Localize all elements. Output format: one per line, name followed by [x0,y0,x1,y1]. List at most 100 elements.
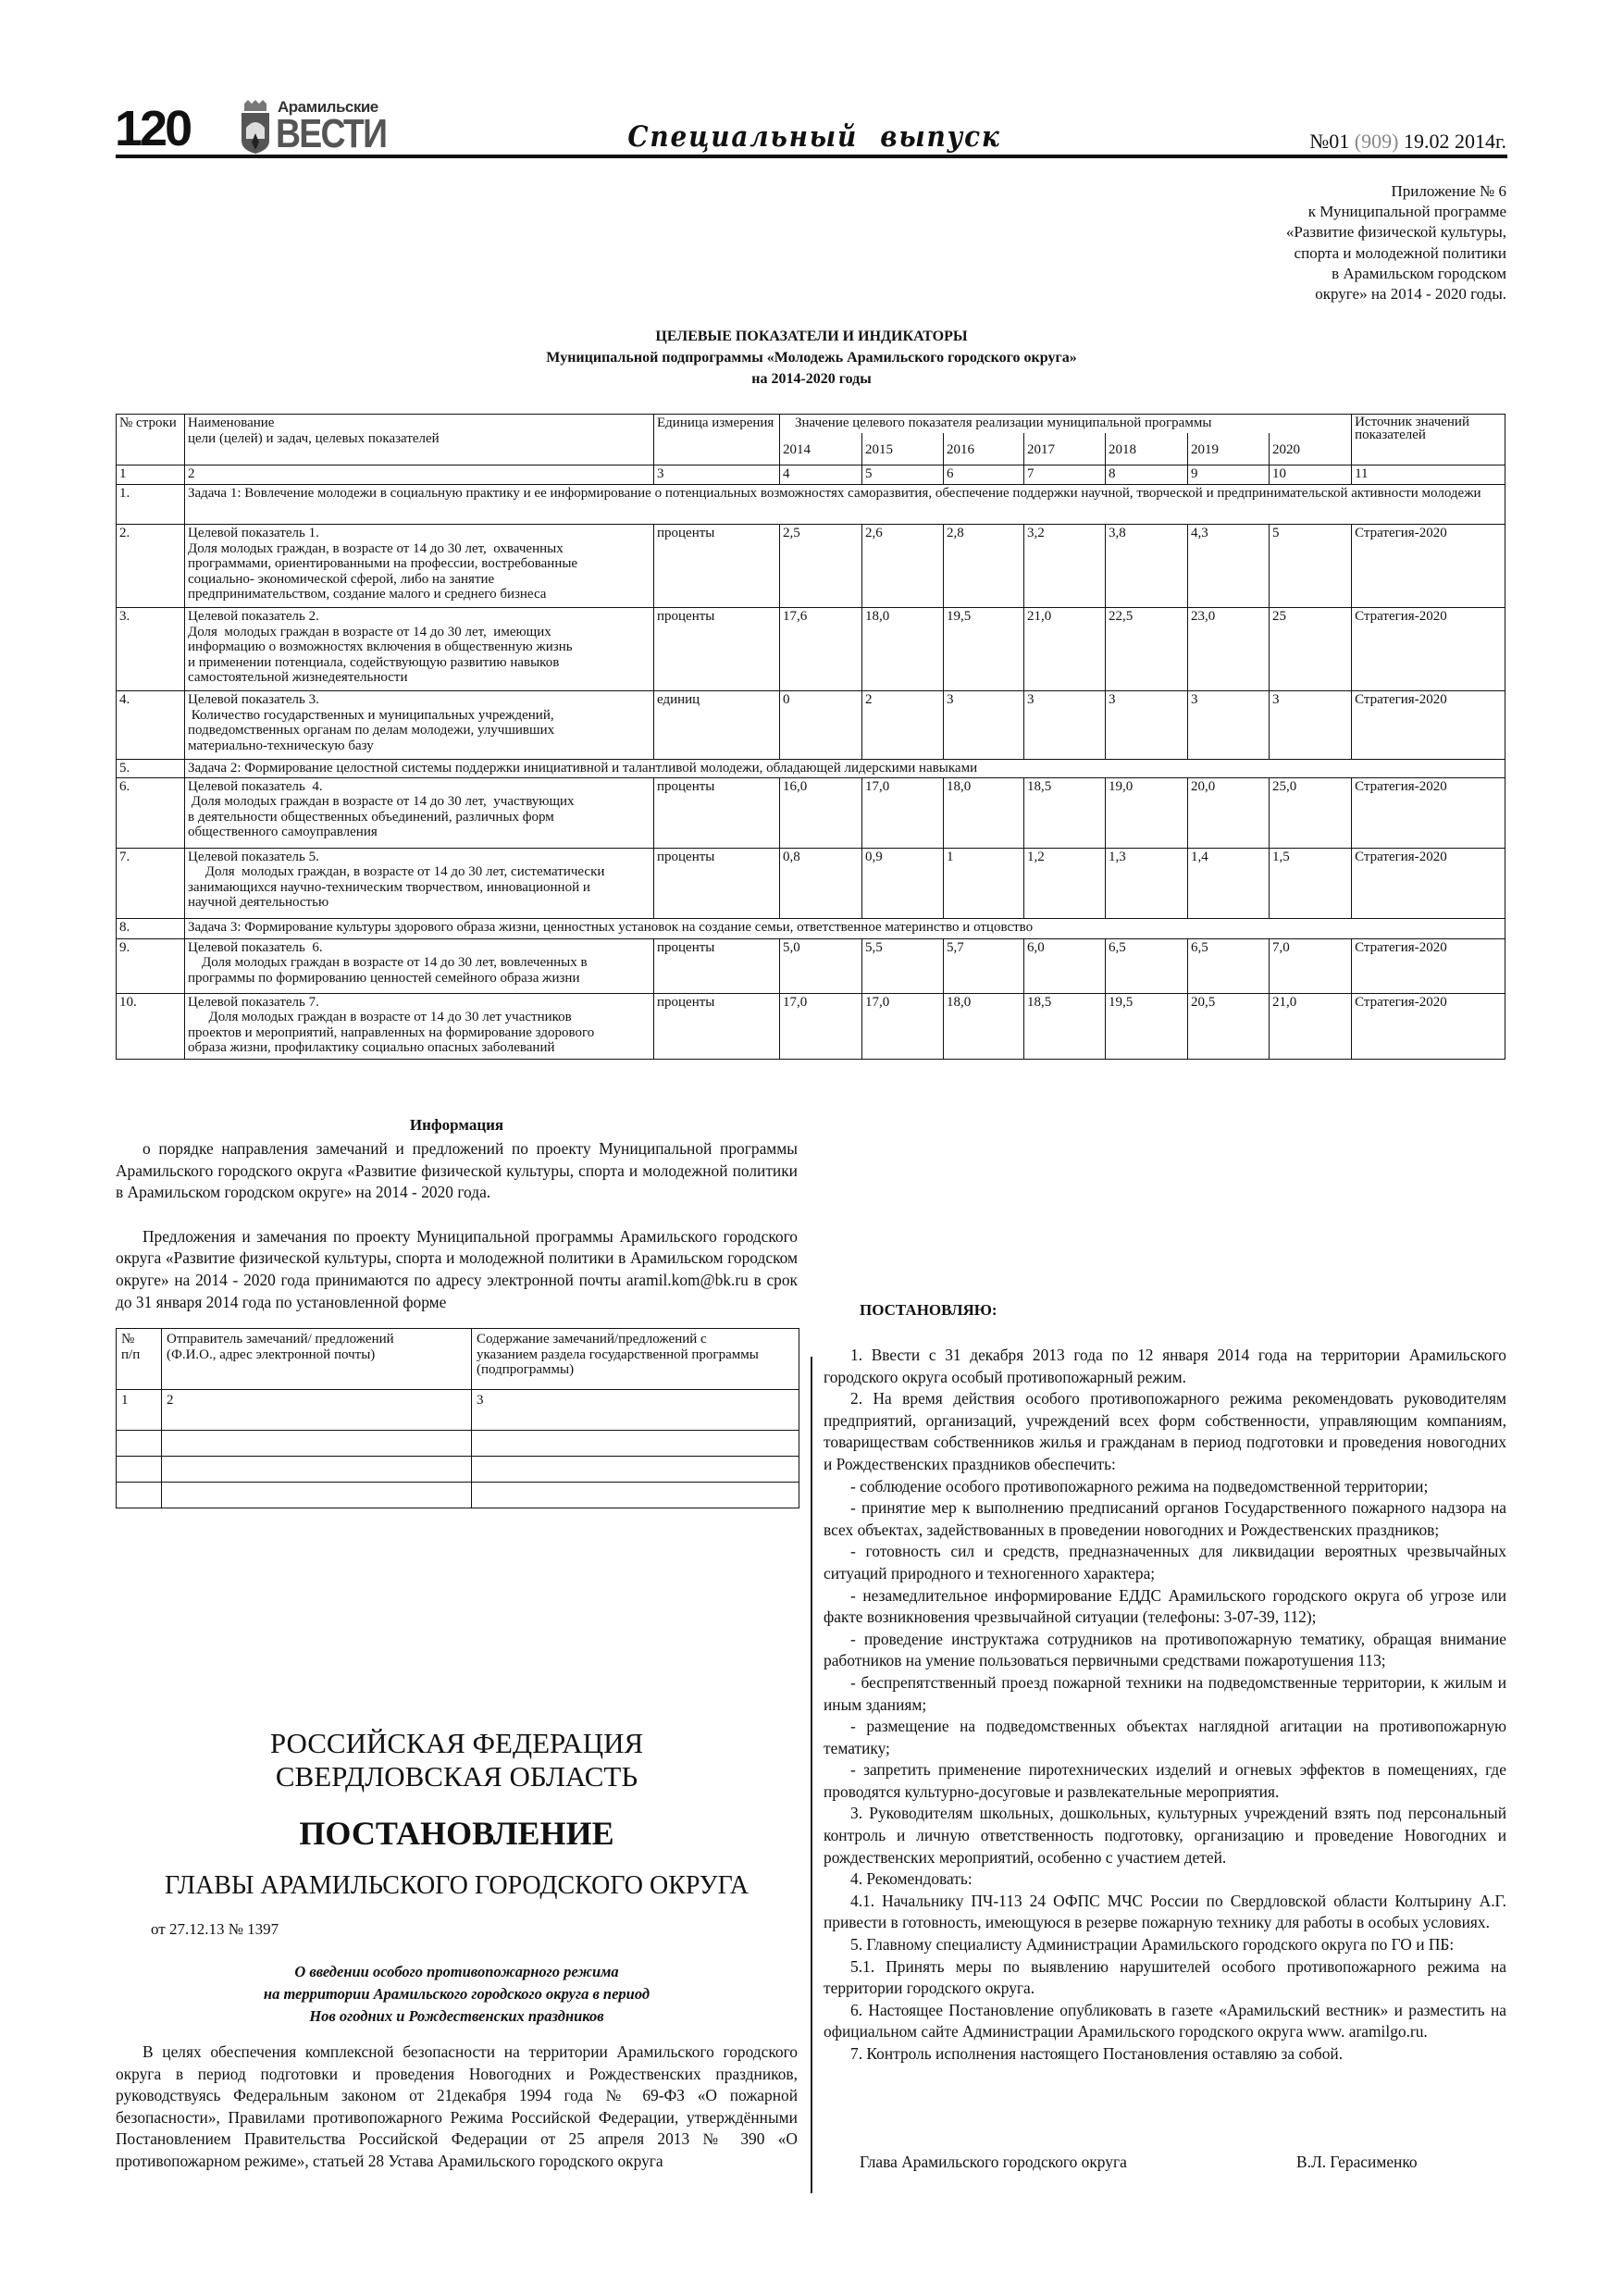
column-number: 10 [1268,465,1353,485]
column-number: 9 [1187,465,1270,485]
decree-preamble: В целях обеспечения комплексной безопасн… [116,2042,798,2173]
decree-item: - беспрепятственный проезд пожарной техн… [824,1672,1506,1714]
newspaper-logo: Арамильские ВЕСТИ [239,98,401,156]
information-body: о порядке направления замечаний и предло… [116,1138,798,1313]
form-number-cell: 3 [471,1389,799,1431]
appendix-note: Приложение № 6 к Муниципальной программе… [1286,181,1506,304]
value-cell: 2,6 [861,524,944,608]
signature-name: В.Л. Герасименко [1296,2153,1418,2171]
form-empty-row [116,1430,799,1457]
indicator-text: Целевой показатель 4. Доля молодых гражд… [184,776,654,849]
form-empty-cell[interactable] [471,1430,799,1457]
indicator-row: 3. Целевой показатель 2. Доля молодых гра… [116,607,1506,691]
form-empty-cell[interactable] [116,1456,162,1483]
row-number: 7. [116,847,185,919]
decree-item: 6. Настоящее Постановление опубликовать … [824,2000,1506,2042]
form-header-cell: Содержание замечаний/предложений с указа… [471,1328,799,1390]
information-title: Информация [409,1116,504,1134]
decree-items: 1. Ввести с 31 декабря 2013 года по 12 я… [824,1345,1506,2066]
column-number: 7 [1023,465,1106,485]
column-number: 1 [116,465,185,485]
column-number: 3 [653,465,780,485]
value-cell: 1,5 [1268,847,1353,919]
column-number: 2 [184,465,654,485]
row-number: 6. [116,776,185,849]
indicators-subtitle: Муниципальной подпрограммы «Молодежь Ара… [546,350,1077,366]
row-number: 9. [116,937,185,994]
source-cell: Стратегия-2020 [1351,776,1506,849]
column-number: 11 [1351,465,1506,485]
source-cell: Стратегия-2020 [1351,937,1506,994]
task-text: Задача 2: Формирование целостной системы… [183,759,1506,778]
row-number: 1. [116,484,185,525]
indicators-title: ЦЕЛЕВЫЕ ПОКАЗАТЕЛИ И ИНДИКАТОРЫ [655,329,968,344]
value-cell: 20,0 [1187,776,1270,849]
form-number-cell: 2 [161,1389,472,1431]
task-row: 1. Задача 1: Вовлечение молодежи в социал… [116,484,1506,525]
value-cell: 3 [1187,690,1270,760]
form-empty-cell[interactable] [471,1482,799,1508]
header-year: 2016 [943,432,1024,465]
indicator-row: 9. Целевой показатель 6. Доля молодых гра… [116,937,1506,994]
decree-item: - готовность сил и средств, предназначен… [824,1542,1506,1582]
value-cell: 17,0 [779,992,862,1060]
header-value-group: Значение целевого показателя реализации … [778,414,1353,433]
decree-item: 4. Рекомендовать: [850,1869,973,1889]
value-cell: 3 [1268,690,1353,760]
decree-item: - незамедлительное информирование ЕДДС А… [824,1585,1506,1627]
resolve-heading: ПОСТАНОВЛЯЮ: [860,1301,997,1319]
row-number: 3. [116,607,185,691]
indicators-table: № строки Наименование цели (целей) и зада… [116,414,1506,1060]
appendix-line: спорта и молодежной политики [1294,243,1506,262]
column-number: 6 [943,465,1024,485]
value-cell: 18,5 [1023,992,1106,1060]
decree-item: 1. Ввести с 31 декабря 2013 года по 12 я… [824,1346,1506,1386]
decree-header: РОССИЙСКАЯ ФЕДЕРАЦИЯ СВЕРДЛОВСКАЯ ОБЛАСТ… [116,1727,798,1793]
form-empty-cell[interactable] [116,1482,162,1508]
value-cell: 7,0 [1268,937,1353,994]
decree-item: 4.1. Начальнику ПЧ-113 24 ОФПС МЧС Росси… [824,1891,1506,1932]
unit-cell: проценты [653,847,780,919]
page-number: 120 [115,101,192,156]
coat-of-arms-icon [242,100,269,154]
form-header-cell: Отправитель замечаний/ предложений (Ф.И.… [161,1328,472,1390]
feedback-form-table: № п/п Отправитель замечаний/ предложений … [116,1328,799,1508]
value-cell: 6,5 [1187,937,1270,994]
issue-date: 19.02 2014г. [1398,130,1506,153]
value-cell: 3 [943,690,1024,760]
indicator-row: 6. Целевой показатель 4. Доля молодых гра… [116,776,1506,849]
form-empty-cell[interactable] [116,1430,162,1457]
task-row: 8. Задача 3: Формирование культуры здоров… [116,917,1506,939]
appendix-line: к Муниципальной программе [1307,203,1506,221]
source-cell: Стратегия-2020 [1351,690,1506,760]
value-cell: 17,6 [779,607,862,691]
decree-item: 5. Главному специалисту Администрации Ар… [850,1935,1455,1955]
task-text: Задача 3: Формирование культуры здоровог… [183,917,1506,939]
decree-title: ПОСТАНОВЛЕНИЕ [299,1815,614,1852]
unit-cell: проценты [653,776,780,849]
signature-title: Глава Арамильского городского округа [860,2153,1127,2171]
indicator-text: Целевой показатель 6. Доля молодых гражд… [184,937,654,994]
column-divider [811,1357,812,2193]
value-cell: 0,9 [861,847,944,919]
form-empty-cell[interactable] [161,1482,472,1508]
value-cell: 3 [1105,690,1188,760]
value-cell: 5 [1268,524,1353,608]
source-cell: Стратегия-2020 [1351,992,1506,1060]
form-empty-cell[interactable] [161,1456,472,1483]
value-cell: 3 [1023,690,1106,760]
appendix-line: в Арамильском городском [1332,264,1506,282]
row-number: 2. [116,524,185,608]
header-name: Наименование цели (целей) и задач, целев… [184,414,654,465]
value-cell: 25 [1268,607,1353,691]
information-paragraph: Предложения и замечания по проекту Муниц… [116,1226,798,1311]
appendix-line: «Развитие физической культуры, [1285,223,1506,242]
value-cell: 2,5 [779,524,862,608]
value-cell: 22,5 [1105,607,1188,691]
unit-cell: проценты [653,524,780,608]
indicator-text: Целевой показатель 5. Доля молодых гражд… [184,847,654,919]
decree-item: 5.1. Принять меры по выявлению нарушител… [824,1956,1506,1998]
decree-item: 3. Руководителям школьных, дошкольных, к… [824,1804,1506,1867]
form-empty-cell[interactable] [471,1456,799,1483]
form-empty-cell[interactable] [161,1430,472,1457]
